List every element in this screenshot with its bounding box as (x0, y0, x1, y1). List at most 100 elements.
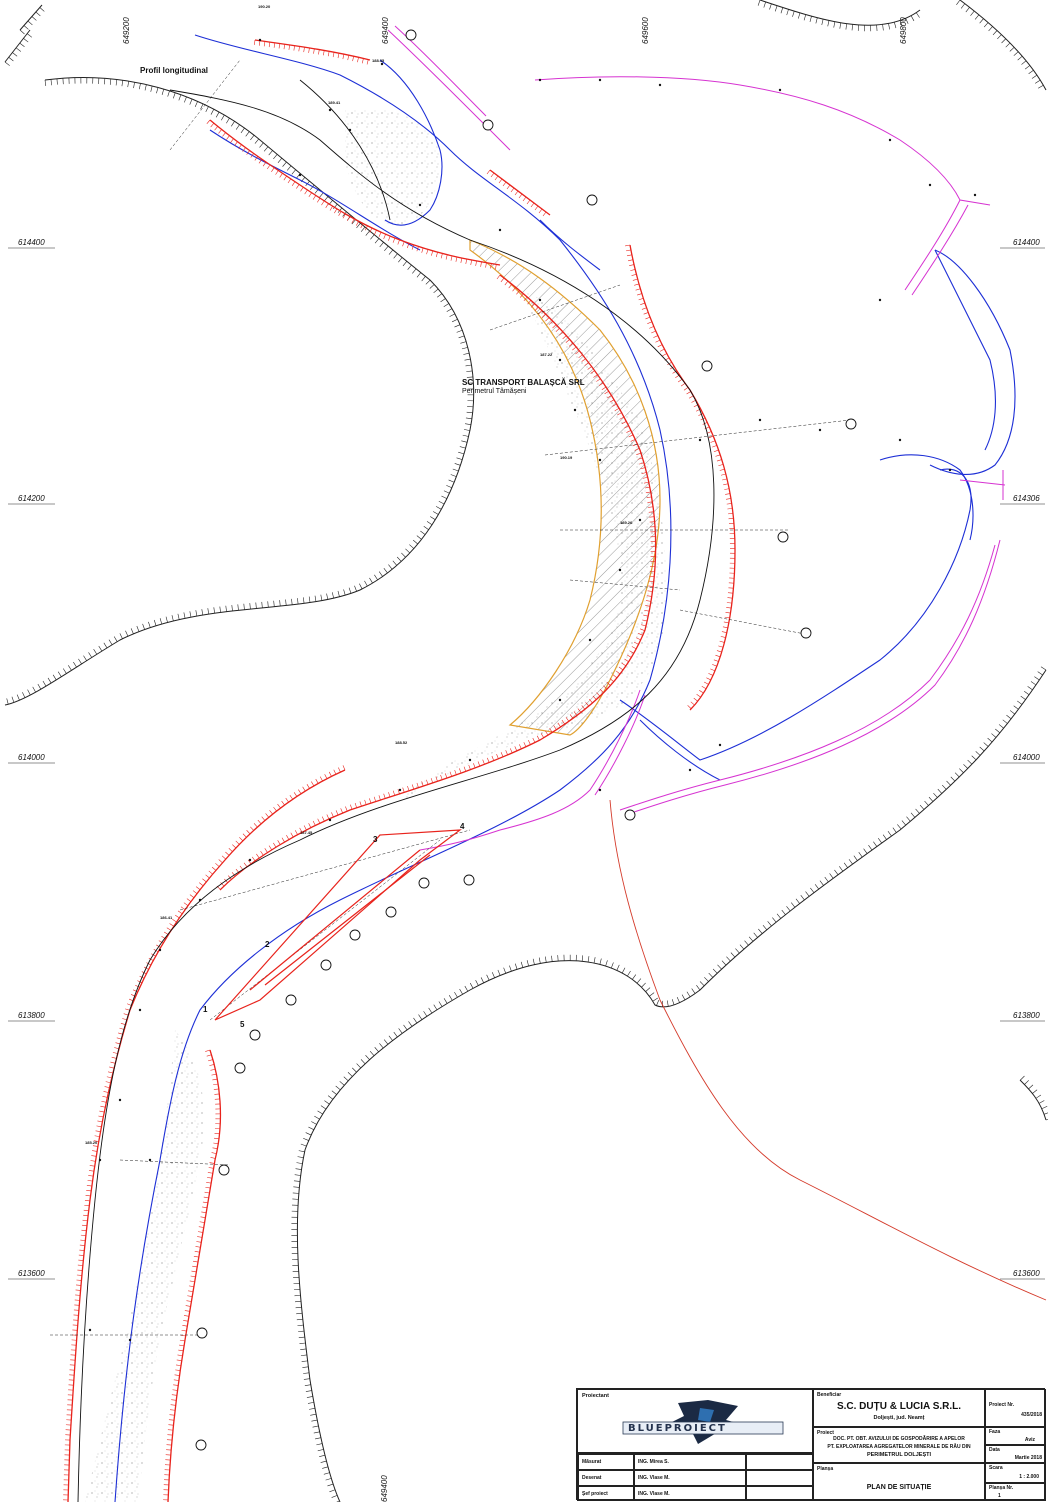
hachure-tick (636, 452, 642, 455)
hachure-tick (1005, 42, 1011, 48)
hachure-tick (317, 1449, 324, 1452)
hachure-tick (282, 161, 287, 167)
hachure-tick (79, 1244, 85, 1246)
hachure-tick (421, 781, 424, 787)
survey-point (573, 408, 577, 412)
hachure-tick (86, 1190, 92, 1192)
hachure-tick (384, 245, 389, 251)
hachure-tick (360, 223, 364, 229)
hachure-tick (311, 1419, 318, 1422)
hachure-tick (31, 16, 37, 21)
hachure-tick (584, 362, 589, 366)
hachure-tick (727, 508, 733, 510)
channel-axis (77, 79, 715, 1502)
hachure-tick (136, 625, 140, 632)
hachure-tick (235, 840, 240, 845)
hachure-tick (125, 630, 129, 637)
hachure-tick (379, 1043, 384, 1049)
hachure-tick (213, 1142, 219, 1145)
hachure-tick (93, 1140, 99, 1142)
hachure-tick (172, 92, 176, 99)
hachure-tick (561, 719, 566, 725)
hachure-tick (230, 138, 234, 143)
hachure-tick (208, 870, 213, 875)
hachure-tick (693, 697, 698, 702)
hachure-tick (364, 225, 368, 231)
hachure-tick (319, 192, 324, 198)
hachure-tick (941, 784, 947, 790)
hachure-tick (647, 590, 653, 592)
northing-label: 614000 (1013, 753, 1040, 762)
hachure-tick (388, 1035, 393, 1041)
hachure-tick (326, 814, 330, 820)
hachure-tick (331, 1090, 337, 1095)
hachure-tick (426, 521, 433, 525)
parcel-number: 5 (240, 1020, 245, 1029)
hachure-tick (188, 1290, 194, 1292)
hachure-tick (325, 1478, 332, 1481)
hachure-tick (327, 51, 330, 57)
hachure-tick (720, 636, 726, 638)
hachure-tick (466, 376, 473, 378)
hachure-tick (327, 1095, 334, 1100)
hachure-tick (933, 792, 938, 798)
hachure-tick (303, 1137, 309, 1141)
hachure-tick (425, 279, 431, 285)
hachure-tick (113, 636, 118, 642)
survey-point (658, 83, 662, 87)
hachure-tick (647, 501, 653, 503)
hachure-tick (637, 457, 643, 460)
hachure-tick (253, 39, 256, 45)
hachure-tick (201, 1211, 207, 1214)
extraction-parcels (214, 829, 462, 1021)
hachure-tick (213, 1137, 219, 1140)
hachure-tick (607, 395, 612, 399)
hachure-tick (1001, 38, 1006, 44)
hachure-tick (445, 773, 448, 779)
profile-label: Profil longitudinal (140, 66, 208, 75)
hachure-tick (109, 1066, 115, 1069)
hachure-tick (995, 728, 1001, 734)
hachure-tick (158, 940, 164, 944)
hachure-tick (433, 511, 439, 515)
hachure-tick (411, 244, 414, 250)
survey-point (698, 438, 702, 442)
hachure-tick (193, 1260, 199, 1263)
hachure-tick (416, 246, 419, 252)
date-cell: Data Martie 2018 (985, 1445, 1046, 1463)
hachure-tick (448, 995, 453, 1001)
hachure-tick (260, 850, 264, 856)
survey-point (418, 203, 422, 207)
hachure-tick (392, 560, 398, 566)
hachure-tick (68, 665, 72, 671)
hachure-tick (696, 694, 701, 698)
survey-point (468, 758, 472, 762)
hachure-tick (1038, 1100, 1045, 1104)
hachure-tick (748, 936, 754, 942)
hachure-tick (659, 348, 665, 352)
hachure-tick (557, 722, 561, 728)
hachure-tick (959, 768, 964, 773)
hachure-tick (459, 768, 462, 774)
hachure-tick (1038, 85, 1044, 89)
hachure-tick (1020, 695, 1026, 700)
survey-point (718, 743, 722, 747)
role-cell: Șef proiect (578, 1486, 634, 1500)
hachure-tick (587, 956, 590, 963)
hachure-tick (142, 623, 145, 630)
hachure-tick (465, 364, 472, 367)
hachure-tick (234, 141, 238, 146)
hachure-tick (426, 779, 429, 785)
hachure-tick (503, 967, 507, 974)
hachure-tick (296, 1312, 303, 1315)
hachure-tick (205, 874, 210, 879)
hachure-tick (261, 816, 266, 821)
escarpment-hachures (4, 0, 1048, 1502)
hachure-tick (496, 754, 499, 759)
hachure-tick (728, 513, 734, 515)
hachure-tick (490, 263, 492, 269)
survey-point (538, 298, 542, 302)
hachure-tick (283, 44, 286, 50)
hachure-tick (255, 602, 257, 609)
hachure-tick (88, 1170, 94, 1172)
